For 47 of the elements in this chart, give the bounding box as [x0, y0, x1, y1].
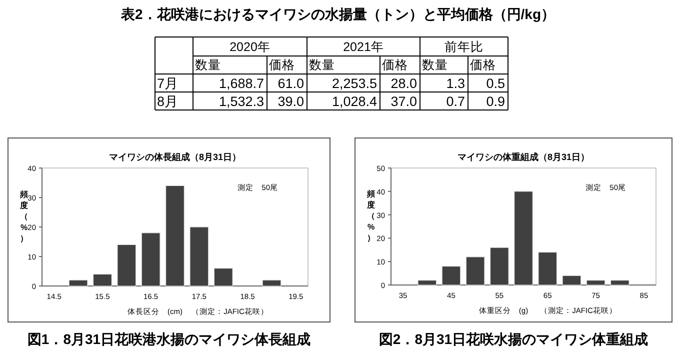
text: 28.0 [390, 76, 417, 91]
bar [514, 191, 533, 286]
text: 価格 [382, 58, 408, 72]
bar [562, 275, 582, 286]
text: 数量 [309, 58, 335, 72]
y-axis-title: 頻度（%） [366, 190, 375, 242]
bar [141, 232, 160, 286]
bar [262, 280, 282, 286]
text: 価格 [269, 58, 295, 72]
bar [610, 280, 630, 286]
text: 39.0 [278, 94, 304, 109]
chart-title: マイワシの体重組成（8月31日） [457, 152, 590, 162]
bar [442, 266, 461, 286]
text: 0.7 [446, 94, 465, 109]
text: 0.9 [486, 94, 505, 109]
text: 7月 [157, 76, 179, 91]
text: 0.5 [486, 76, 505, 91]
caption: 図2．8月31日花咲水揚のマイワシ体重組成 [378, 331, 648, 347]
text: 61.0 [278, 76, 304, 91]
text: 前年比 [444, 40, 484, 54]
text: 2021年 [343, 40, 384, 54]
bar [418, 280, 437, 286]
bar [166, 185, 184, 286]
text: 数量 [422, 58, 448, 72]
text: 1.3 [446, 76, 465, 91]
text: 表2．花咲港におけるマイワシの水揚量（トン）と平均価格（円/kg） [120, 6, 556, 22]
text: 2020年 [230, 40, 270, 54]
text: 8月 [157, 94, 179, 109]
bar [538, 252, 558, 286]
text: 価格 [470, 58, 496, 72]
bar [92, 274, 112, 286]
caption: 図1．8月31日花咲港水揚のマイワシ体長組成 [27, 331, 311, 347]
bar [490, 247, 509, 286]
chart-title: マイワシの体長組成（8月31日） [108, 152, 242, 162]
text: 1,532.3 [218, 94, 264, 109]
text: 37.0 [390, 94, 417, 109]
text: 1,688.7 [218, 76, 264, 91]
bar [214, 268, 233, 286]
bar [68, 280, 88, 286]
text: 数量 [195, 58, 221, 72]
bar [466, 256, 485, 286]
bar [117, 244, 136, 286]
text: 1,028.4 [332, 94, 378, 109]
text: 2,253.5 [332, 76, 377, 91]
bar [586, 280, 606, 286]
y-axis-title: 頻度（%） [19, 190, 28, 243]
bar [190, 226, 209, 286]
